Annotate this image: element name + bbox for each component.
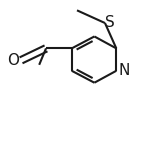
Text: S: S xyxy=(105,15,115,30)
Text: N: N xyxy=(119,63,130,78)
Text: O: O xyxy=(8,53,20,68)
